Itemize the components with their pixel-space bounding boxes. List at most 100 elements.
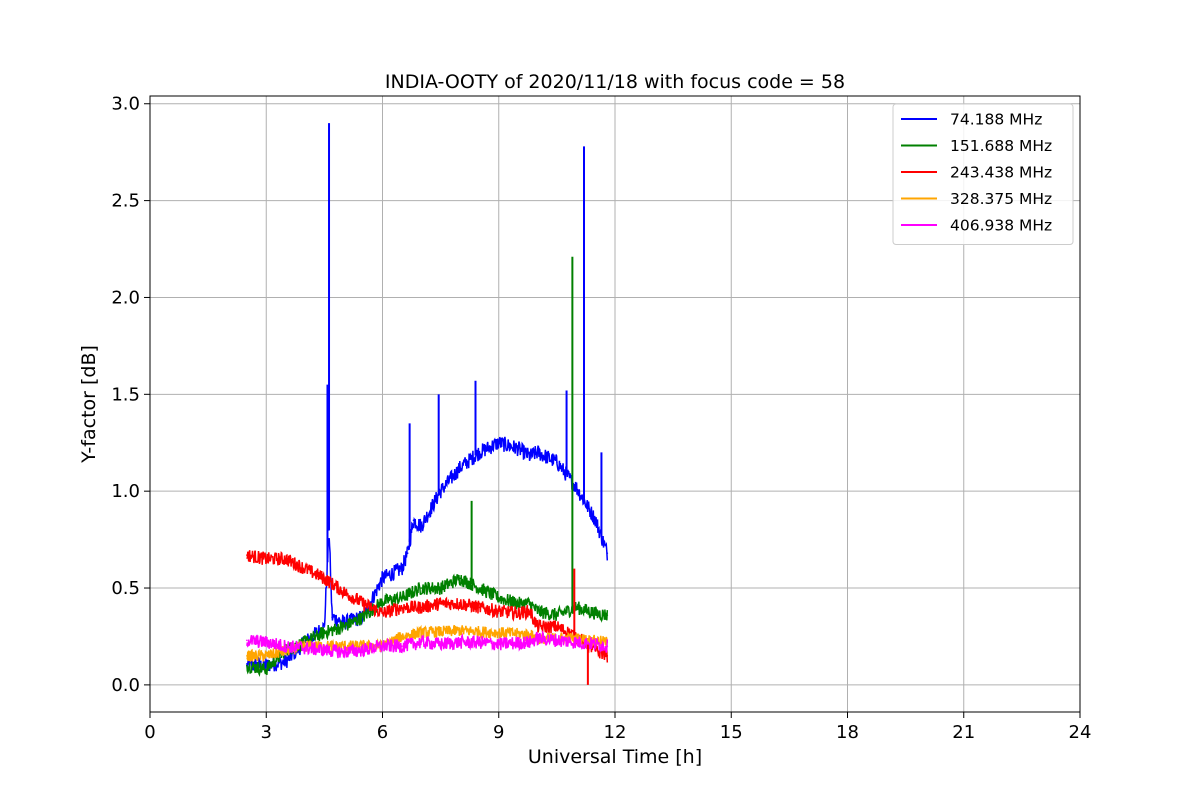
legend-label: 151.688 MHz: [950, 137, 1052, 155]
data-point: [594, 612, 597, 615]
data-point: [497, 596, 500, 599]
data-point: [478, 587, 481, 589]
y-tick-label: 0.5: [111, 578, 140, 599]
data-point: [246, 655, 248, 657]
data-point: [323, 631, 326, 634]
data-point: [304, 567, 306, 570]
legend-label: 406.938 MHz: [950, 217, 1052, 235]
data-point: [362, 649, 364, 651]
x-tick-label: 15: [720, 722, 743, 743]
data-point: [401, 596, 403, 599]
x-tick-label: 21: [952, 722, 975, 743]
y-tick-label: 1.5: [111, 384, 140, 405]
series-4: [246, 630, 609, 659]
legend-box: [892, 103, 1074, 245]
data-point: [497, 441, 500, 444]
data-point: [439, 602, 442, 605]
data-point: [439, 587, 442, 589]
data-point: [284, 660, 287, 663]
data-point: [362, 602, 364, 605]
y-axis-title: Y-factor [dB]: [78, 345, 100, 464]
legend-label: 74.188 MHz: [950, 111, 1042, 129]
series-layer: [246, 123, 609, 685]
data-point: [420, 587, 423, 589]
data-point: [497, 631, 500, 634]
data-point: [528, 602, 531, 605]
legend-label: 328.375 MHz: [950, 190, 1052, 208]
data-point: [536, 451, 539, 454]
y-tick-label: 1.0: [111, 481, 140, 502]
data-point: [517, 612, 519, 615]
data-point: [517, 602, 519, 605]
data-point: [439, 490, 442, 492]
data-point: [406, 552, 409, 554]
data-point: [594, 643, 597, 646]
data-point: [265, 655, 268, 657]
data-point: [556, 614, 558, 616]
data-point: [265, 668, 268, 671]
data-point: [459, 629, 461, 632]
data-point: [459, 641, 461, 644]
data-point: [478, 451, 481, 454]
y-tick-label: 0.0: [111, 675, 140, 696]
data-point: [265, 558, 268, 560]
data-point: [412, 519, 415, 522]
series-line: [246, 630, 609, 659]
series-line: [246, 573, 609, 677]
x-tick-label: 6: [377, 722, 388, 743]
data-point: [594, 649, 597, 651]
data-point: [304, 647, 306, 649]
data-point: [478, 641, 481, 644]
data-point: [606, 645, 609, 647]
data-point: [381, 612, 384, 615]
data-point: [517, 447, 519, 450]
data-point: [459, 467, 461, 469]
series-2: [246, 550, 609, 663]
data-point: [594, 519, 597, 522]
data-point: [381, 577, 384, 580]
data-point: [420, 606, 423, 609]
data-point: [342, 591, 345, 593]
data-point: [536, 637, 539, 640]
data-point: [556, 625, 558, 628]
data-point: [265, 641, 268, 644]
x-tick-label: 12: [604, 722, 627, 743]
y-tick-label: 2.5: [111, 191, 140, 212]
data-point: [246, 639, 248, 642]
data-point: [497, 643, 500, 646]
x-tick-label: 3: [261, 722, 272, 743]
data-point: [342, 651, 345, 653]
data-point: [323, 649, 326, 651]
data-point: [528, 610, 531, 613]
data-point: [459, 602, 461, 605]
data-point: [401, 635, 403, 638]
legend: 74.188 MHz 151.688 MHz 243.438 MHz 328.375 …: [892, 103, 1074, 245]
data-point: [420, 631, 423, 634]
data-point: [362, 616, 364, 618]
y-tick-label: 3.0: [111, 94, 140, 115]
data-point: [401, 567, 403, 570]
data-point: [497, 610, 500, 613]
data-point: [420, 641, 423, 644]
data-point: [381, 645, 384, 647]
data-point: [342, 625, 345, 628]
data-point: [606, 614, 609, 616]
data-point: [528, 455, 531, 458]
data-point: [556, 461, 558, 463]
x-axis-title: Universal Time [h]: [528, 746, 702, 768]
data-point: [606, 655, 609, 657]
series-line: [246, 624, 609, 663]
data-point: [246, 554, 248, 556]
x-tick-label: 24: [1069, 722, 1092, 743]
data-point: [528, 641, 531, 644]
data-point: [284, 558, 287, 560]
data-point: [246, 664, 248, 667]
series-line: [246, 550, 609, 663]
x-tick-label: 9: [493, 722, 504, 743]
data-point: [381, 600, 384, 603]
x-tick-label: 0: [144, 722, 155, 743]
data-point: [459, 577, 461, 580]
data-point: [323, 625, 326, 628]
data-point: [528, 633, 531, 636]
